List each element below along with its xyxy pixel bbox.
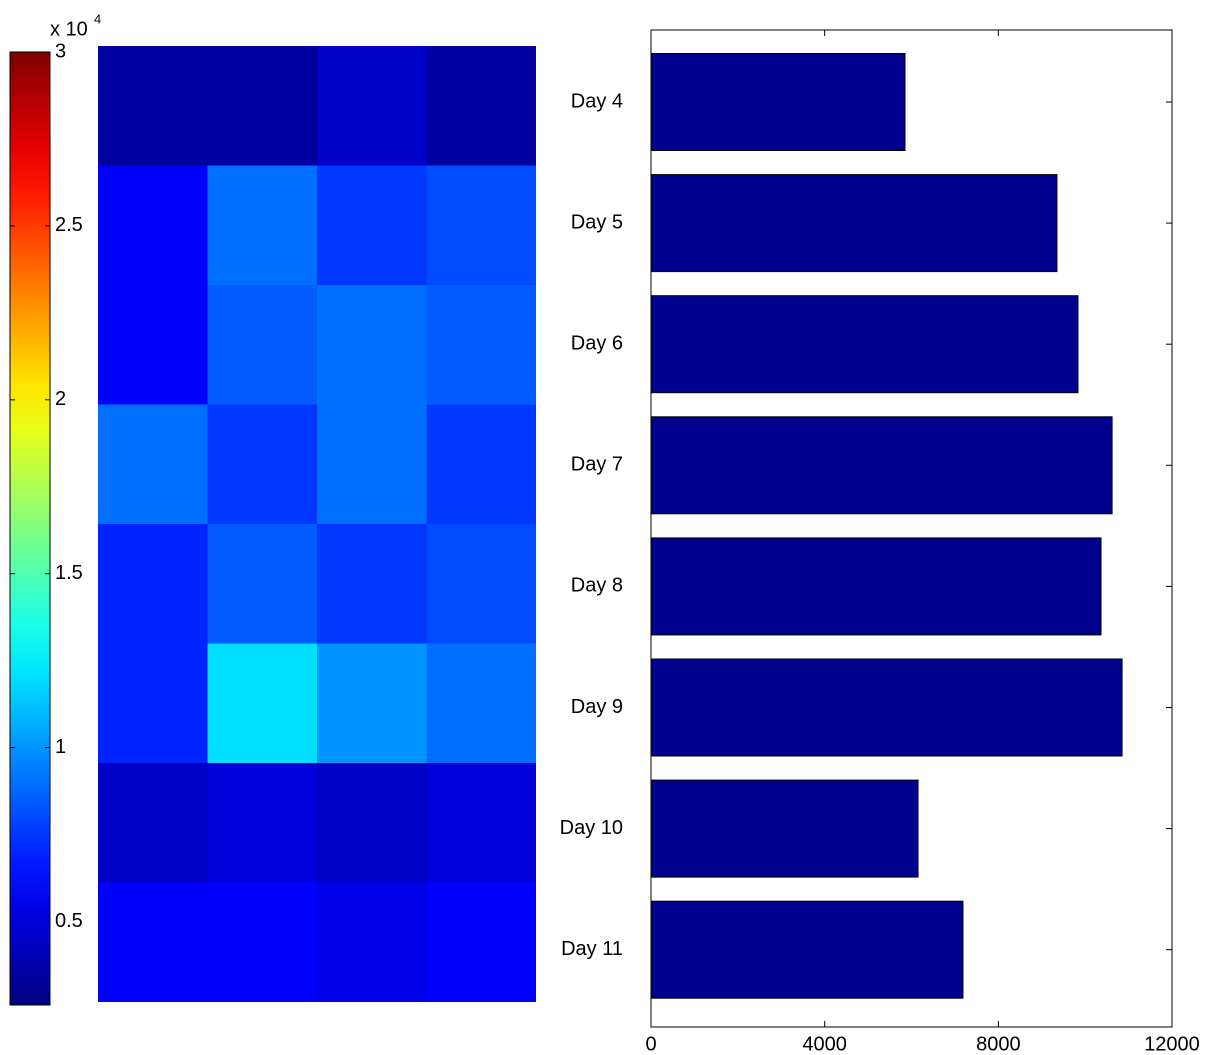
heatmap-tile	[427, 644, 537, 764]
heatmap-tile	[98, 763, 208, 883]
heatmap-tile	[317, 644, 427, 764]
heatmap-tile	[98, 883, 208, 1003]
bar	[651, 296, 1078, 393]
heatmap-tile	[208, 166, 318, 286]
heatmap-tile	[317, 405, 427, 525]
x-tick-label: 12000	[1144, 1033, 1200, 1055]
bar	[651, 54, 905, 151]
bar	[651, 780, 918, 877]
heatmap-tile	[427, 524, 537, 644]
heatmap-tile	[98, 644, 208, 764]
heatmap-tile	[317, 285, 427, 405]
figure: x 10 4 0.5 1 1.5 2 2.5 3 Day 4 Day 5 Day 6 Day 7 D…	[0, 0, 1212, 1055]
heatmap-tile	[98, 46, 208, 166]
heatmap-tile	[427, 883, 537, 1003]
colorbar-tick-label: 1.5	[55, 562, 83, 584]
y-tick-label: Day 10	[560, 817, 623, 839]
heatmap-tile	[427, 166, 537, 286]
heatmap-tile	[317, 763, 427, 883]
heatmap-tile	[317, 46, 427, 166]
colorbar-tick-label: 2.5	[55, 214, 83, 236]
bar	[651, 901, 963, 998]
y-tick-label: Day 11	[561, 938, 623, 960]
x-tick-label: 4000	[802, 1033, 847, 1055]
heatmap-tile	[427, 405, 537, 525]
y-tick-label: Day 6	[571, 332, 623, 354]
bar	[651, 175, 1057, 272]
heatmap-tile	[317, 166, 427, 286]
heatmap-tile	[98, 524, 208, 644]
bar	[651, 538, 1101, 635]
heatmap-tile	[98, 405, 208, 525]
heatmap-tile	[208, 763, 318, 883]
colorbar-tick-label: 3	[55, 40, 66, 62]
y-tick-label: Day 4	[571, 90, 623, 112]
heatmap-tile	[208, 644, 318, 764]
colorbar-exponent: 4	[94, 11, 101, 26]
colorbar-label: x 10	[50, 18, 88, 40]
y-tick-label: Day 9	[571, 696, 623, 718]
x-tick-label: 8000	[976, 1033, 1021, 1055]
page: x 10 4 0.5 1 1.5 2 2.5 3 Day 4 Day 5 Day 6 Day 7 D…	[0, 0, 1212, 1055]
bar	[651, 659, 1122, 756]
heatmap-tile	[317, 524, 427, 644]
colorbar-tick-label: 1	[55, 736, 66, 758]
y-tick-label: Day 8	[571, 575, 623, 597]
bar	[651, 417, 1112, 514]
heatmap-tile	[208, 46, 318, 166]
heatmap-tile	[427, 46, 537, 166]
colorbar-tick-label: 0.5	[55, 910, 83, 932]
heatmap-tile	[208, 524, 318, 644]
heatmap-tile	[427, 763, 537, 883]
heatmap-tile	[98, 166, 208, 286]
colorbar	[10, 52, 50, 1005]
heatmap-tile	[317, 883, 427, 1003]
colorbar-tick-label: 2	[55, 388, 66, 410]
heatmap-tile	[98, 285, 208, 405]
heatmap-tile	[208, 285, 318, 405]
heatmap-tile	[208, 405, 318, 525]
x-tick-label: 0	[645, 1033, 656, 1055]
heatmap-tile	[208, 883, 318, 1003]
heatmap-tile	[427, 285, 537, 405]
y-tick-label: Day 5	[571, 211, 623, 233]
y-tick-label: Day 7	[571, 454, 623, 476]
